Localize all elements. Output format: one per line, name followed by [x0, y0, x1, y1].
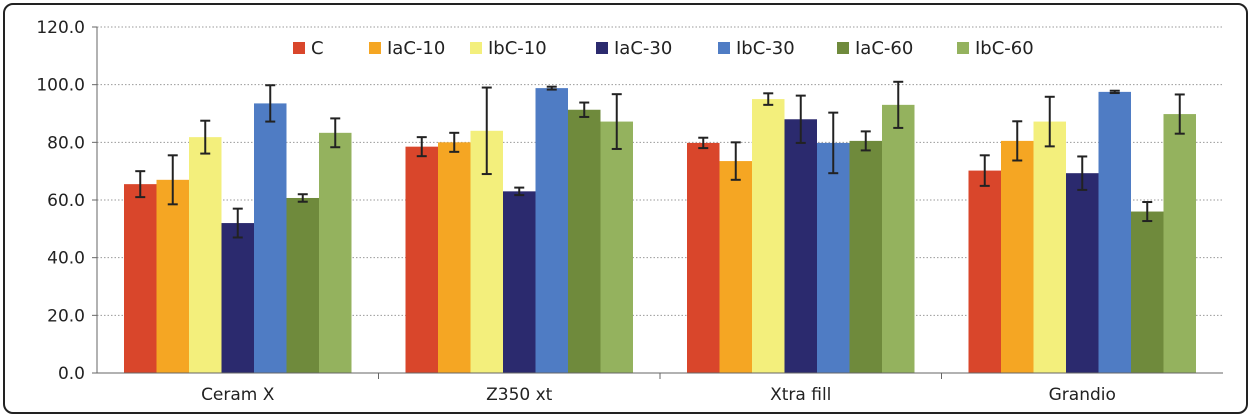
y-tick-label: 20.0	[47, 306, 85, 326]
bar-c-ceram-x	[124, 184, 157, 373]
x-category-label: Grandio	[1049, 385, 1116, 405]
error-bar	[795, 94, 806, 144]
error-bar	[893, 80, 904, 129]
legend-item: C	[293, 38, 324, 59]
legend-swatch	[837, 42, 849, 54]
bar-ibc-10-xtra-fill	[752, 99, 785, 373]
y-axis: 0.0 20.0 40.0 60.0 80.0 100.0 120.0	[36, 18, 98, 384]
bar-ibc-10-ceram-x	[189, 137, 222, 373]
legend-item: IbC-10	[470, 38, 547, 59]
error-bar	[730, 141, 741, 181]
y-tick-label: 60.0	[47, 191, 85, 211]
bar-ibc-60-ceram-x	[319, 132, 352, 373]
bar-c-grandio	[968, 170, 1001, 373]
bars	[124, 80, 1196, 374]
error-bar	[514, 186, 525, 197]
legend: C IaC-10 IbC-10 IaC-30 IbC-30 IaC-60 IbC-60	[293, 38, 1034, 59]
bar-iac-10-ceram-x	[156, 179, 189, 373]
error-bar	[1174, 93, 1185, 135]
legend-label: IbC-30	[736, 38, 795, 59]
legend-label: IbC-10	[488, 38, 547, 59]
bar-iac-10-z350-xt	[438, 142, 471, 373]
bar-ibc-60-xtra-fill	[882, 104, 915, 373]
error-bar	[330, 117, 341, 149]
legend-item: IaC-30	[596, 38, 672, 59]
error-bar	[828, 111, 839, 175]
y-tick-label: 100.0	[36, 76, 85, 96]
error-bar	[1142, 201, 1153, 223]
bar-c-z350-xt	[405, 146, 438, 373]
error-bar	[297, 193, 308, 203]
error-bar	[135, 170, 146, 199]
error-bar	[232, 207, 243, 239]
legend-item: IbC-60	[957, 38, 1034, 59]
legend-swatch	[369, 42, 381, 54]
error-bar	[449, 131, 460, 153]
x-category-label: Xtra fill	[770, 385, 831, 405]
bar-iac-30-ceram-x	[221, 223, 254, 373]
bar-iac-60-z350-xt	[568, 109, 601, 374]
bar-iac-30-grandio	[1066, 173, 1099, 373]
bar-ibc-60-grandio	[1163, 114, 1196, 374]
bar-iac-60-ceram-x	[286, 197, 319, 373]
legend-swatch	[293, 42, 305, 54]
bar-iac-10-xtra-fill	[719, 161, 752, 373]
legend-label: IaC-60	[855, 38, 913, 59]
x-category-label: Z350 xt	[486, 385, 553, 405]
bar-iac-30-z350-xt	[503, 191, 536, 373]
legend-swatch	[957, 42, 969, 54]
x-axis: Ceram X Z350 xt Xtra fill Grandio	[97, 372, 1223, 405]
bar-iac-60-grandio	[1131, 211, 1164, 373]
y-tick-label: 120.0	[36, 18, 85, 38]
legend-item: IaC-10	[369, 38, 445, 59]
chart-frame: 0.0 20.0 40.0 60.0 80.0 100.0 120.0 Ceram X Z35…	[3, 3, 1248, 414]
legend-label: C	[311, 38, 324, 59]
legend-label: IbC-60	[975, 38, 1034, 59]
legend-label: IaC-10	[387, 38, 445, 59]
legend-label: IaC-30	[614, 38, 672, 59]
error-bar	[1044, 95, 1055, 148]
bar-ibc-30-ceram-x	[254, 103, 287, 374]
error-bar	[1012, 120, 1023, 162]
error-bar	[200, 119, 211, 155]
legend-item: IbC-30	[718, 38, 795, 59]
bar-iac-10-grandio	[1001, 140, 1034, 373]
error-bar	[763, 92, 774, 106]
bar-ibc-60-z350-xt	[600, 121, 633, 373]
bar-chart: 0.0 20.0 40.0 60.0 80.0 100.0 120.0 Ceram X Z35…	[36, 18, 1223, 405]
legend-swatch	[596, 42, 608, 54]
error-bar	[481, 86, 492, 176]
error-bar	[698, 136, 709, 150]
bar-ibc-30-grandio	[1098, 91, 1131, 373]
error-bar	[546, 85, 557, 91]
legend-swatch	[718, 42, 730, 54]
error-bar	[265, 84, 276, 123]
bar-ibc-10-grandio	[1033, 121, 1066, 373]
legend-item: IaC-60	[837, 38, 913, 59]
error-bar	[979, 154, 990, 187]
error-bar	[1109, 89, 1120, 95]
bar-iac-60-xtra-fill	[849, 140, 882, 373]
error-bar	[860, 130, 871, 152]
legend-swatch	[470, 42, 482, 54]
y-tick-label: 40.0	[47, 249, 85, 269]
x-category-label: Ceram X	[201, 385, 275, 405]
error-bar	[579, 101, 590, 118]
error-bar	[611, 93, 622, 150]
y-tick-label: 0.0	[58, 364, 85, 384]
error-bar	[167, 154, 178, 206]
bar-c-xtra-fill	[687, 142, 720, 373]
bar-ibc-30-z350-xt	[535, 88, 568, 374]
bar-ibc-30-xtra-fill	[817, 142, 850, 373]
error-bar	[416, 136, 427, 158]
error-bar	[1077, 155, 1088, 191]
bar-iac-30-xtra-fill	[784, 119, 817, 374]
y-tick-label: 80.0	[47, 133, 85, 153]
